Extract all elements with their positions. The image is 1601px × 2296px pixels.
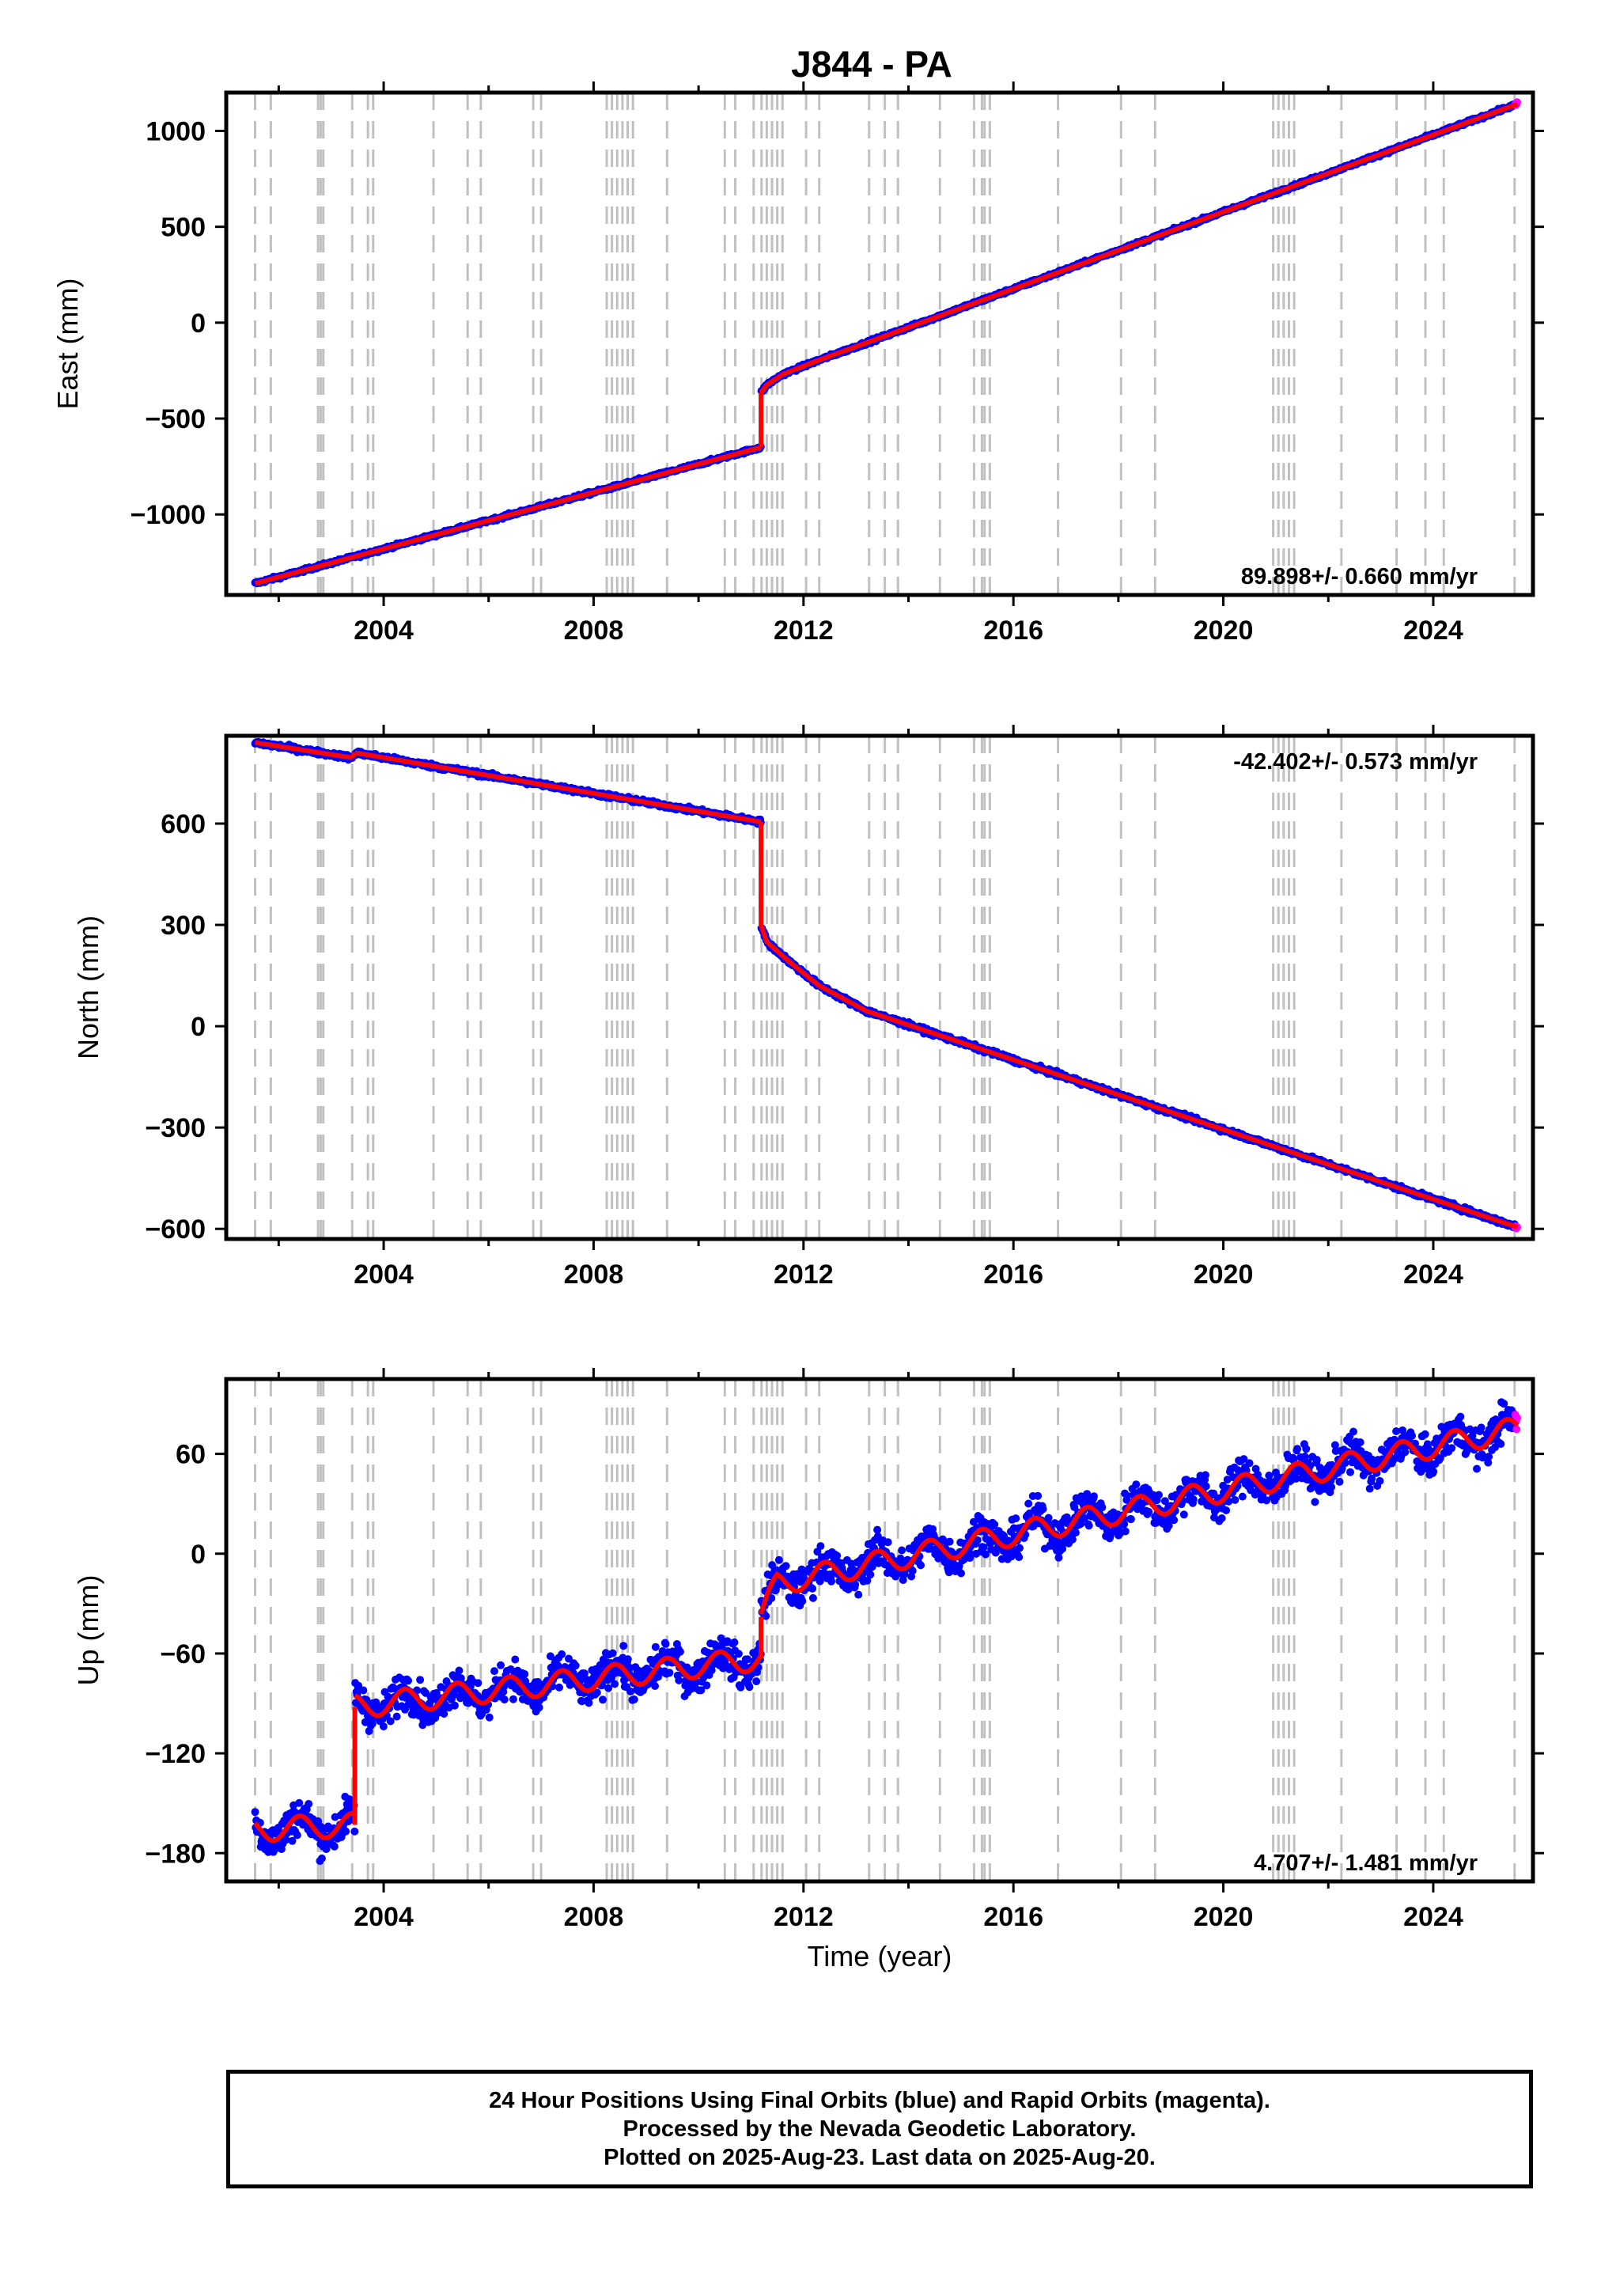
final-point (630, 1695, 638, 1703)
final-point (404, 1677, 412, 1685)
x-tick-label: 2024 (1403, 616, 1463, 646)
final-point (342, 1827, 350, 1836)
panel-1: 2004 2008 2012 2016 2020 2024 −1000 −500 0 500 100… (51, 81, 1544, 646)
final-point (702, 1681, 711, 1690)
final-point (350, 1827, 359, 1836)
plot-area (251, 1379, 1521, 1881)
final-point (359, 1686, 368, 1695)
y-axis-label: North (mm) (72, 915, 104, 1059)
final-point (558, 1650, 566, 1658)
y-axis-label: East (mm) (51, 278, 84, 410)
final-point (490, 1667, 498, 1676)
final-point (379, 1722, 388, 1731)
panels: 2004 2008 2012 2016 2020 2024 −1000 −500 0 500 100… (51, 81, 1544, 1972)
final-point (295, 1798, 304, 1807)
panel-3: 2004 2008 2012 2016 2020 2024−180−120−60060Up… (72, 1368, 1544, 1932)
final-point (450, 1701, 459, 1710)
y-tick-label: 500 (161, 213, 206, 243)
final-point (585, 1699, 593, 1707)
y-tick-label: 0 (191, 1012, 206, 1042)
chart-title: J844 - PA (791, 44, 952, 85)
final-point (416, 1676, 425, 1684)
final-point (485, 1713, 494, 1722)
final-point (611, 1680, 619, 1688)
final-point (571, 1661, 580, 1670)
velocity-label: -42.402+/- 0.573 mm/yr (1233, 749, 1478, 775)
plot-area (251, 93, 1521, 595)
final-point (651, 1682, 659, 1690)
x-tick-label: 2008 (564, 1260, 624, 1290)
data-points (251, 737, 1521, 1233)
y-tick-label: 600 (161, 809, 206, 839)
x-tick-label: 2016 (983, 616, 1043, 646)
y-tick-label: −300 (145, 1113, 206, 1143)
final-point (509, 1695, 517, 1703)
y-tick-label: −600 (145, 1214, 206, 1245)
x-tick-label: 2024 (1403, 1260, 1463, 1290)
y-tick-label: 1000 (146, 116, 206, 146)
x-tick-label: 2004 (354, 616, 414, 646)
final-point (392, 1712, 401, 1721)
final-point (676, 1647, 684, 1656)
model-trend-1 (254, 445, 762, 586)
final-point (386, 1717, 395, 1726)
final-point (305, 1800, 313, 1808)
model-trend-2 (354, 750, 762, 824)
y-tick-label: 0 (191, 309, 206, 339)
final-point (651, 1642, 660, 1651)
model-trend-2 (759, 101, 1519, 394)
x-tick-label: 2008 (564, 616, 624, 646)
y-tick-label: 300 (161, 911, 206, 941)
final-point (665, 1669, 674, 1677)
final-point (500, 1695, 509, 1704)
x-tick-label: 2012 (774, 616, 834, 646)
model-trend-3 (759, 924, 1519, 1229)
final-point (440, 1710, 449, 1718)
final-point (623, 1655, 632, 1664)
final-point (661, 1639, 670, 1648)
panel-2: 2004 2008 2012 2016 2020 2024 −600 −300 0 300 600 N… (72, 725, 1544, 1290)
y-tick-label: −1000 (131, 500, 206, 530)
x-tick-label: 2020 (1194, 616, 1254, 646)
final-point (520, 1670, 529, 1678)
data-points (251, 1398, 1521, 1866)
final-point (455, 1666, 464, 1675)
x-tick-label: 2012 (774, 1260, 834, 1290)
final-point (608, 1649, 617, 1658)
final-point (330, 1842, 339, 1851)
final-point (599, 1695, 607, 1704)
velocity-label: 89.898+/- 0.660 mm/yr (1241, 564, 1478, 589)
final-point (497, 1661, 505, 1669)
final-point (317, 1854, 326, 1862)
x-tick-label: 2004 (354, 1260, 414, 1290)
final-point (619, 1642, 628, 1650)
final-point (251, 1808, 259, 1817)
x-tick-label: 2020 (1194, 1260, 1254, 1290)
final-point (555, 1683, 563, 1692)
final-point (535, 1703, 543, 1712)
x-tick-label: 2016 (983, 1260, 1043, 1290)
plot-frame (224, 90, 1535, 597)
final-point (675, 1676, 683, 1684)
final-point (511, 1655, 520, 1664)
model-offset-1 (350, 751, 358, 760)
final-point (293, 1831, 301, 1839)
plot-area (251, 736, 1521, 1239)
final-point (474, 1679, 483, 1688)
y-tick-label: −500 (145, 404, 206, 434)
